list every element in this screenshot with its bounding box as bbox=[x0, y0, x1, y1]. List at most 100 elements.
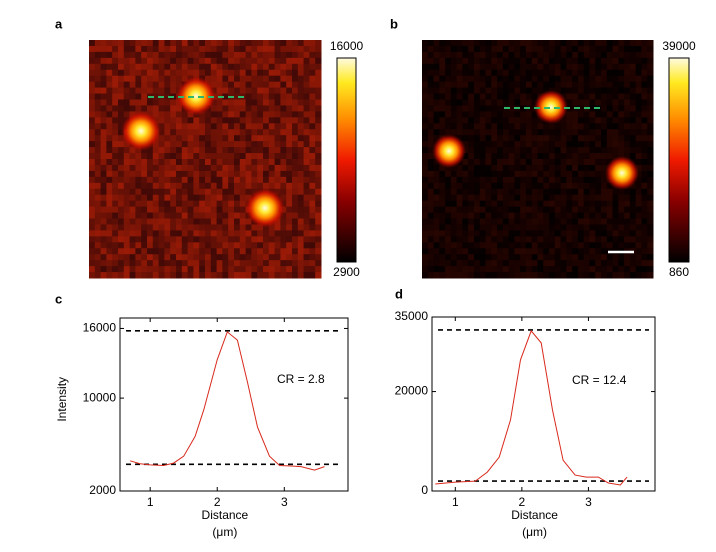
pixel bbox=[427, 206, 435, 214]
pixel bbox=[450, 75, 458, 83]
pixel bbox=[439, 182, 446, 190]
pixel bbox=[210, 81, 218, 89]
pixel bbox=[199, 69, 206, 77]
pixel bbox=[94, 153, 102, 160]
pixel bbox=[268, 164, 276, 172]
pixel bbox=[106, 153, 113, 160]
pixel bbox=[309, 87, 316, 95]
pixel bbox=[497, 182, 504, 190]
pixel bbox=[152, 230, 160, 237]
pixel bbox=[624, 236, 631, 243]
pixel bbox=[554, 87, 562, 95]
pixel bbox=[251, 63, 258, 71]
pixel bbox=[106, 254, 113, 261]
pixel bbox=[129, 218, 136, 225]
pixel bbox=[485, 218, 492, 225]
pixel bbox=[89, 81, 96, 89]
pixel bbox=[601, 206, 608, 214]
pixel bbox=[257, 81, 264, 89]
pixel bbox=[176, 111, 183, 118]
pixel bbox=[473, 81, 481, 89]
pixel bbox=[123, 272, 131, 279]
pixel bbox=[251, 260, 258, 267]
pixel bbox=[439, 176, 446, 184]
pixel bbox=[572, 164, 579, 172]
pixel bbox=[468, 141, 475, 148]
pixel bbox=[537, 188, 544, 196]
pixel bbox=[152, 164, 160, 172]
pixel bbox=[164, 141, 171, 148]
pixel bbox=[635, 87, 642, 95]
pixel bbox=[549, 129, 556, 136]
pixel bbox=[647, 200, 654, 208]
pixel bbox=[595, 75, 602, 83]
pixel bbox=[531, 51, 538, 59]
pixel bbox=[647, 81, 654, 89]
pixel bbox=[502, 230, 510, 237]
pixel bbox=[147, 188, 154, 196]
pixel bbox=[497, 188, 504, 196]
pixel bbox=[303, 69, 310, 77]
pixel bbox=[152, 218, 160, 225]
pixel bbox=[560, 57, 567, 65]
pixel bbox=[468, 105, 475, 112]
pixel bbox=[216, 129, 223, 136]
pixel bbox=[525, 123, 533, 130]
pixel bbox=[187, 254, 194, 261]
pixel bbox=[297, 123, 305, 130]
pixel bbox=[641, 236, 648, 243]
pixel bbox=[554, 51, 562, 59]
pixel bbox=[245, 57, 252, 65]
pixel bbox=[222, 129, 229, 136]
pixel bbox=[251, 51, 258, 59]
pixel bbox=[514, 63, 521, 71]
pixel bbox=[309, 129, 316, 136]
pixel bbox=[181, 45, 189, 53]
pixel bbox=[485, 69, 492, 77]
pixel bbox=[647, 93, 654, 100]
pixel bbox=[315, 81, 322, 89]
pixel bbox=[263, 236, 270, 243]
pixel bbox=[123, 182, 131, 190]
pixel bbox=[595, 87, 602, 95]
pixel bbox=[210, 147, 218, 154]
pixel bbox=[176, 69, 183, 77]
pixel bbox=[566, 272, 573, 279]
pixel bbox=[251, 147, 258, 154]
pixel bbox=[106, 176, 113, 184]
pixel bbox=[479, 254, 487, 261]
pixel bbox=[468, 63, 475, 71]
pixel bbox=[199, 40, 206, 47]
pixel bbox=[106, 159, 113, 166]
pixel bbox=[129, 266, 136, 273]
pixel bbox=[135, 236, 142, 243]
pixel bbox=[641, 176, 648, 184]
pixel bbox=[222, 236, 229, 243]
pixel bbox=[473, 63, 481, 71]
pixel bbox=[560, 129, 567, 136]
pixel bbox=[577, 254, 585, 261]
pixel bbox=[502, 81, 510, 89]
pixel bbox=[100, 87, 107, 95]
pixel bbox=[268, 117, 276, 124]
pixel bbox=[560, 45, 567, 53]
pixel bbox=[94, 218, 102, 225]
pixel bbox=[433, 242, 440, 249]
pixel bbox=[624, 224, 631, 231]
pixel bbox=[286, 176, 293, 184]
pixel bbox=[268, 45, 276, 53]
pixel bbox=[635, 254, 642, 261]
pixel bbox=[292, 266, 299, 273]
pixel bbox=[89, 51, 96, 59]
pixel bbox=[141, 230, 148, 237]
pixel bbox=[577, 99, 585, 106]
pixel bbox=[129, 182, 136, 190]
pixel bbox=[479, 141, 487, 148]
pixel bbox=[508, 230, 515, 237]
pixel bbox=[141, 260, 148, 267]
pixel bbox=[422, 93, 429, 100]
pixel bbox=[577, 153, 585, 160]
pixel bbox=[158, 242, 165, 249]
pixel bbox=[577, 87, 585, 95]
pixel bbox=[427, 69, 435, 77]
